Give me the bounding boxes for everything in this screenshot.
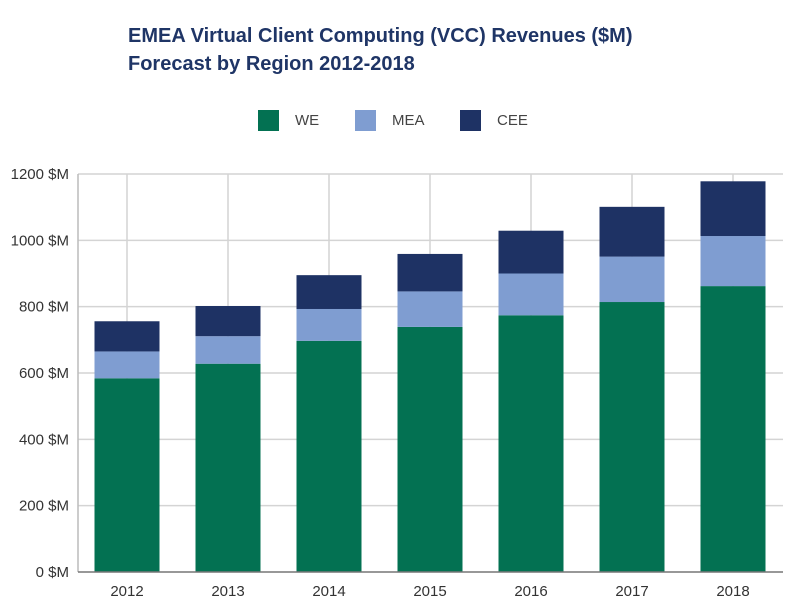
x-tick-label: 2012 xyxy=(110,583,143,600)
bar-segment-mea-2015 xyxy=(397,291,463,327)
y-tick-label: 0 $M xyxy=(36,564,69,581)
legend-swatch-mea xyxy=(355,110,376,131)
x-tick-label: 2014 xyxy=(312,583,345,600)
bar-segment-cee-2014 xyxy=(296,275,362,309)
chart-title: EMEA Virtual Client Computing (VCC) Reve… xyxy=(128,22,632,78)
legend-item-mea[interactable]: MEA xyxy=(355,110,425,131)
x-tick-label: 2013 xyxy=(211,583,244,600)
bar-segment-we-2013 xyxy=(195,363,261,572)
x-tick-label: 2017 xyxy=(615,583,648,600)
legend-swatch-cee xyxy=(460,110,481,131)
bar-segment-cee-2017 xyxy=(599,206,665,257)
legend-label-cee: CEE xyxy=(497,112,528,129)
legend-label-mea: MEA xyxy=(392,112,425,129)
y-tick-label: 1000 $M xyxy=(11,232,69,249)
y-tick-label: 600 $M xyxy=(19,365,69,382)
bar-segment-we-2018 xyxy=(700,286,766,572)
bar-segment-cee-2012 xyxy=(94,321,160,352)
bar-segment-mea-2014 xyxy=(296,308,362,341)
bar-segment-cee-2013 xyxy=(195,306,261,337)
legend-label-we: WE xyxy=(295,112,320,129)
y-tick-label: 200 $M xyxy=(19,498,69,515)
bar-segment-we-2014 xyxy=(296,340,362,572)
bar-segment-we-2012 xyxy=(94,378,160,572)
bar-segment-mea-2018 xyxy=(700,236,766,287)
legend-item-cee[interactable]: CEE xyxy=(460,110,528,131)
legend-swatch-we xyxy=(258,110,279,131)
y-tick-label: 1200 $M xyxy=(11,166,69,183)
y-tick-label: 800 $M xyxy=(19,299,69,316)
bar-segment-we-2017 xyxy=(599,302,665,572)
bar-segment-cee-2015 xyxy=(397,253,463,292)
bar-segment-we-2015 xyxy=(397,326,463,572)
bar-segment-mea-2012 xyxy=(94,351,160,379)
chart-title-line-1: EMEA Virtual Client Computing (VCC) Reve… xyxy=(128,25,633,47)
y-tick-label: 400 $M xyxy=(19,431,69,448)
bar-segment-mea-2013 xyxy=(195,336,261,364)
x-tick-label: 2018 xyxy=(716,583,749,600)
chart-title-line-2: Forecast by Region 2012-2018 xyxy=(128,53,415,75)
bar-segment-cee-2018 xyxy=(700,181,766,237)
legend-item-we[interactable]: WE xyxy=(258,110,319,131)
legend: WE MEA CEE xyxy=(0,110,800,132)
bar-segment-we-2016 xyxy=(498,315,564,572)
bar-segment-cee-2016 xyxy=(498,230,564,274)
x-tick-label: 2015 xyxy=(413,583,446,600)
bar-segment-mea-2017 xyxy=(599,256,665,303)
x-tick-label: 2016 xyxy=(514,583,547,600)
bar-segment-mea-2016 xyxy=(498,273,564,316)
